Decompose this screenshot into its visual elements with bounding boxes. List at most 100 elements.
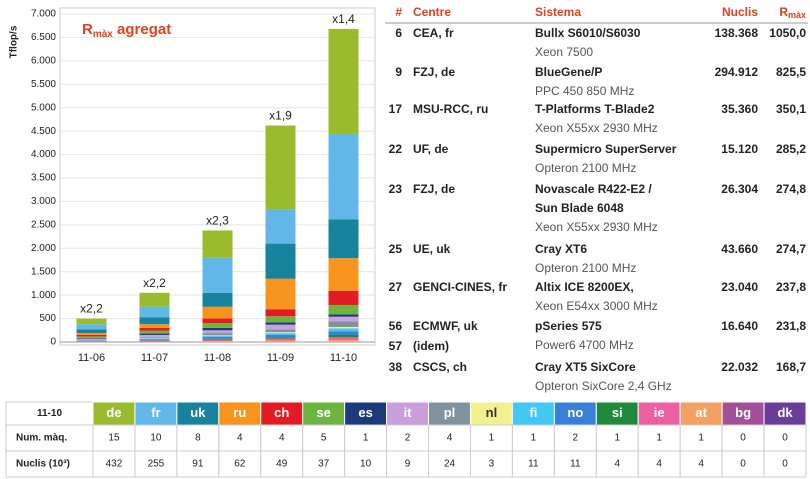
table-value: 62 xyxy=(234,459,246,470)
growth-annotation: x2,2 xyxy=(80,302,103,316)
rmax: 231,8 xyxy=(776,319,806,333)
table-value: 255 xyxy=(148,459,165,470)
bar-segment xyxy=(76,338,107,340)
bar-segment xyxy=(202,292,233,307)
y-tick-label: 6.000 xyxy=(31,55,56,66)
cores: 23.040 xyxy=(721,280,758,294)
table-cell xyxy=(595,424,639,452)
country-code: bg xyxy=(735,405,751,420)
cores: 35.360 xyxy=(721,102,758,116)
bar-segment xyxy=(328,314,359,317)
table-value: 91 xyxy=(192,459,204,470)
x-tick-label: 11-10 xyxy=(330,352,357,364)
bar-segment xyxy=(202,338,233,340)
rmax: 168,7 xyxy=(776,360,806,374)
bar-segment xyxy=(265,333,296,335)
system: Altix ICE 8200EX, xyxy=(535,280,634,294)
bar-segment xyxy=(76,337,107,339)
cores: 294.912 xyxy=(715,65,759,79)
rmax: 285,2 xyxy=(776,142,806,156)
table-value: 4 xyxy=(447,433,453,444)
bar-segment xyxy=(328,328,359,332)
bar-segment xyxy=(265,243,296,279)
table-value: 0 xyxy=(782,433,788,444)
table-value: 1 xyxy=(363,433,369,444)
processor: Opteron 2100 MHz xyxy=(535,161,636,175)
centre: UF, de xyxy=(413,142,449,156)
table-cell xyxy=(469,450,513,478)
country-code: it xyxy=(404,405,413,420)
table-value: 10 xyxy=(360,459,372,470)
table-value: 1 xyxy=(614,433,620,444)
bar-segment xyxy=(139,338,170,340)
bar-segment xyxy=(139,306,170,318)
bar-segment xyxy=(202,257,233,293)
rank: 22 xyxy=(389,142,403,156)
y-tick-label: 6.500 xyxy=(31,32,56,43)
table-value: 37 xyxy=(318,459,330,470)
bar-segment xyxy=(265,337,296,339)
growth-annotation: x2,3 xyxy=(206,214,229,228)
cores: 26.304 xyxy=(721,182,758,196)
bar-segment xyxy=(139,339,170,341)
table-cell xyxy=(637,450,681,478)
country-code: si xyxy=(612,405,623,420)
rmax: 274,8 xyxy=(776,182,806,196)
bar-segment xyxy=(328,258,359,291)
country-code: ie xyxy=(654,405,665,420)
table-cell xyxy=(595,450,639,478)
table-corner: 11-10 xyxy=(37,408,62,419)
bar-segment xyxy=(265,332,296,334)
y-tick-label: 4.000 xyxy=(31,149,56,160)
processor: PPC 450 850 MHz xyxy=(535,84,634,98)
rank: 6 xyxy=(395,26,402,40)
system: Cray XT6 xyxy=(535,242,587,256)
bar-segment xyxy=(139,292,170,307)
processor: Xeon X55xx 2930 MHz xyxy=(535,220,658,234)
bar-segment xyxy=(328,290,359,305)
table-value: 10 xyxy=(150,433,162,444)
country-code: no xyxy=(567,405,583,420)
bar-segment xyxy=(202,336,233,339)
bar-segment xyxy=(265,278,296,310)
bar-segment xyxy=(139,330,170,334)
country-code: es xyxy=(358,405,372,420)
bar-segment xyxy=(202,323,233,328)
y-tick-label: 3.000 xyxy=(31,196,56,207)
table-value: 0 xyxy=(782,459,788,470)
table-value: 11 xyxy=(570,459,581,470)
table-cell xyxy=(428,424,471,452)
table-value: 9 xyxy=(405,459,411,470)
system: pSeries 575 xyxy=(535,319,602,333)
table-value: 2 xyxy=(405,433,411,444)
table-value: 3 xyxy=(489,459,495,470)
bar-segment xyxy=(328,321,359,328)
table-value: 0 xyxy=(740,433,746,444)
plot-frame xyxy=(59,7,376,346)
header-main: R xyxy=(779,5,788,19)
table-value: 1 xyxy=(698,433,704,444)
table-value: 24 xyxy=(444,459,456,470)
bar-segment xyxy=(202,330,233,334)
bar-segment xyxy=(139,334,170,337)
bar-segment xyxy=(328,327,359,329)
bar-segment xyxy=(328,219,359,259)
bar-segment xyxy=(202,339,233,342)
rmax: 825,5 xyxy=(776,65,806,79)
x-tick-label: 11-06 xyxy=(78,352,105,364)
rmax: 350,1 xyxy=(776,102,806,116)
country-code: se xyxy=(316,405,330,420)
y-tick-label: 5.500 xyxy=(31,79,56,90)
table-cell xyxy=(721,450,765,478)
cores: 22.032 xyxy=(721,360,758,374)
bar-segment xyxy=(139,333,170,335)
bar-segment xyxy=(76,333,107,335)
title-main: R xyxy=(82,21,93,38)
table-value: 2 xyxy=(573,433,579,444)
table-value: 15 xyxy=(108,433,120,444)
rank: 23 xyxy=(389,182,403,196)
header-sub: màx xyxy=(788,10,806,20)
country-code: ru xyxy=(233,405,246,420)
system: Cray XT5 SixCore xyxy=(535,360,636,374)
